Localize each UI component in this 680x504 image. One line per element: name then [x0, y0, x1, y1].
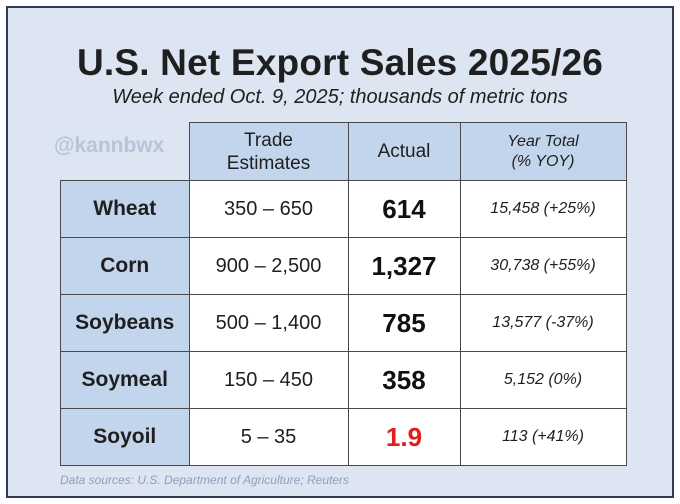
infographic-frame: U.S. Net Export Sales 2025/26 Week ended… — [6, 6, 674, 498]
commodity-label: Wheat — [60, 180, 190, 238]
commodity-label: Soymeal — [60, 351, 190, 409]
header-trade-line1: Trade — [244, 129, 293, 151]
header-actual: Actual — [347, 122, 461, 181]
header-blank-cell — [61, 123, 190, 181]
table-row-wheat: Wheat 350 – 650 614 15,458 (+25%) — [60, 180, 627, 238]
trade-estimate-cell: 900 – 2,500 — [188, 237, 349, 295]
year-total-cell: 113 (+41%) — [459, 408, 627, 466]
year-total-cell: 13,577 (-37%) — [459, 294, 627, 352]
table-header-row: Trade Estimates Actual Year Total (% YOY… — [61, 122, 627, 181]
actual-cell: 785 — [347, 294, 461, 352]
watermark-handle: @kannbwx — [54, 134, 165, 157]
header-year-total: Year Total (% YOY) — [459, 122, 627, 181]
trade-estimate-cell: 5 – 35 — [188, 408, 349, 466]
page-title: U.S. Net Export Sales 2025/26 — [76, 42, 604, 83]
trade-estimate-cell: 350 – 650 — [188, 180, 349, 238]
year-total-cell: 30,738 (+55%) — [459, 237, 627, 295]
commodity-label: Soyoil — [60, 408, 190, 466]
table-row-soymeal: Soymeal 150 – 450 358 5,152 (0%) — [60, 351, 627, 409]
header-year-line2: (% YOY) — [511, 152, 575, 170]
table-row-corn: Corn 900 – 2,500 1,327 30,738 (+55%) — [60, 237, 627, 295]
page-subtitle: Week ended Oct. 9, 2025; thousands of me… — [112, 86, 568, 108]
header-trade-line2: Estimates — [226, 152, 311, 174]
year-total-cell: 5,152 (0%) — [459, 351, 627, 409]
commodity-label: Soybeans — [60, 294, 190, 352]
export-sales-table: Trade Estimates Actual Year Total (% YOY… — [60, 122, 627, 466]
table-row-soyoil: Soyoil 5 – 35 1.9 113 (+41%) — [60, 408, 627, 466]
actual-cell-highlight: 1.9 — [347, 408, 461, 466]
table-row-soybeans: Soybeans 500 – 1,400 785 13,577 (-37%) — [60, 294, 627, 352]
data-source-note: Data sources: U.S. Department of Agricul… — [60, 473, 350, 487]
year-total-cell: 15,458 (+25%) — [459, 180, 627, 238]
header-year-line1: Year Total — [507, 132, 579, 150]
actual-cell: 614 — [347, 180, 461, 238]
header-trade-estimates: Trade Estimates — [188, 122, 349, 181]
actual-cell: 1,327 — [347, 237, 461, 295]
trade-estimate-cell: 500 – 1,400 — [188, 294, 349, 352]
commodity-label: Corn — [60, 237, 190, 295]
trade-estimate-cell: 150 – 450 — [188, 351, 349, 409]
actual-cell: 358 — [347, 351, 461, 409]
